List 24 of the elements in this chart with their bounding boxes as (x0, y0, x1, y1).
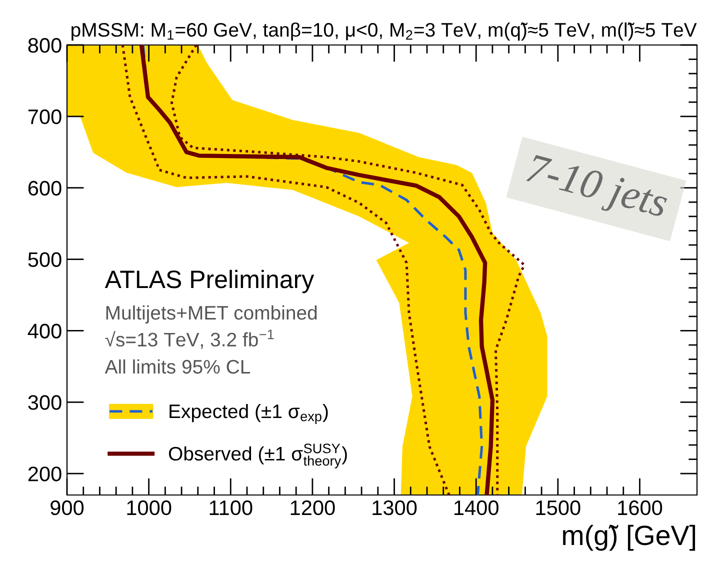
y-tick-label: 600 (28, 180, 62, 196)
x-tick-label: 1600 (618, 500, 662, 516)
y-tick-label: 500 (28, 252, 62, 268)
x-tick-label: 1300 (372, 500, 417, 516)
annotation: Multijets+MET combined (106, 305, 317, 324)
annotation: ATLAS Preliminary (104, 270, 314, 294)
annotation: All limits 95% CL (104, 359, 250, 374)
x-axis-title: m(g̃) [GeV] (563, 524, 696, 551)
x-tick-label: 1100 (210, 500, 252, 516)
y-tick-label: 800 (28, 38, 62, 53)
x-tick-label: 1000 (127, 500, 172, 516)
x-tick-label: 900 (50, 500, 84, 516)
legend-label: Observed (±1 σ$^{SUSY}$$_{theory}$) (168, 444, 347, 468)
chart-title: pMSSM: M$_{1}$=60 GeV, tanβ=10, μ<0, M$_{2}$=3 TeV, m(q̃)≈5 TeV, m(l̃)≈5 TeV (72, 22, 697, 41)
annotation: √s=13 TeV, 3.2 fb$^{−1}$ (105, 330, 274, 349)
x-tick-label: 1400 (454, 500, 498, 516)
y-tick-label: 400 (28, 324, 62, 338)
x-tick-label: 1500 (536, 500, 580, 516)
annotation: 7-10 jets (524, 154, 670, 226)
y-tick-label: 700 (28, 109, 62, 124)
x-tick-label: 1200 (290, 500, 335, 516)
legend-label: Expected (±1 σ$_{exp}$) (170, 404, 328, 424)
y-tick-label: 200 (28, 466, 62, 482)
y-tick-label: 300 (28, 395, 62, 410)
